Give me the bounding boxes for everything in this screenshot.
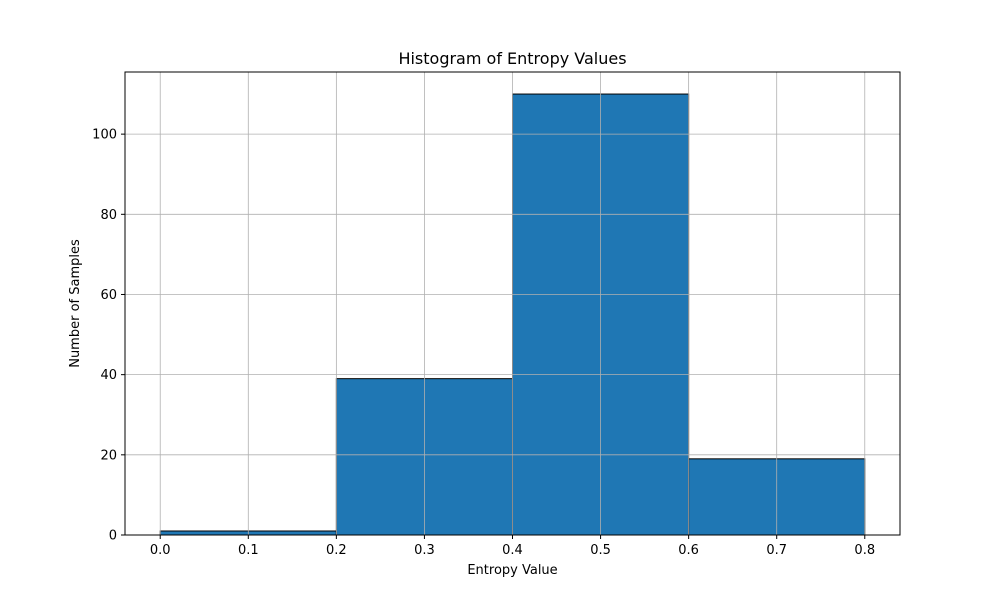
y-tick-label-0: 0 <box>109 529 117 544</box>
x-tick-label-8: 0.8 <box>854 543 875 558</box>
x-tick-label-7: 0.7 <box>766 543 787 558</box>
x-axis-label: Entropy Value <box>467 563 557 578</box>
x-tick-label-2: 0.2 <box>326 543 347 558</box>
y-tick-label-4: 80 <box>100 208 117 223</box>
x-tick-label-5: 0.5 <box>590 543 611 558</box>
y-tick-label-1: 20 <box>100 448 117 463</box>
chart-title: Histogram of Entropy Values <box>398 49 626 68</box>
y-tick-label-3: 60 <box>100 288 117 303</box>
y-axis-label: Number of Samples <box>68 239 83 368</box>
x-tick-label-4: 0.4 <box>502 543 523 558</box>
x-tick-label-1: 0.1 <box>238 543 259 558</box>
y-tick-label-5: 100 <box>92 128 117 143</box>
plot-area: 0.0 0.1 0.2 0.3 0.4 0.5 0.6 0.7 0.8 0 20 40 60 80 100 <box>92 71 901 558</box>
x-tick-label-6: 0.6 <box>678 543 699 558</box>
x-tick-label-3: 0.3 <box>414 543 435 558</box>
y-tick-label-2: 40 <box>100 368 117 383</box>
x-tick-label-0: 0.0 <box>150 543 171 558</box>
